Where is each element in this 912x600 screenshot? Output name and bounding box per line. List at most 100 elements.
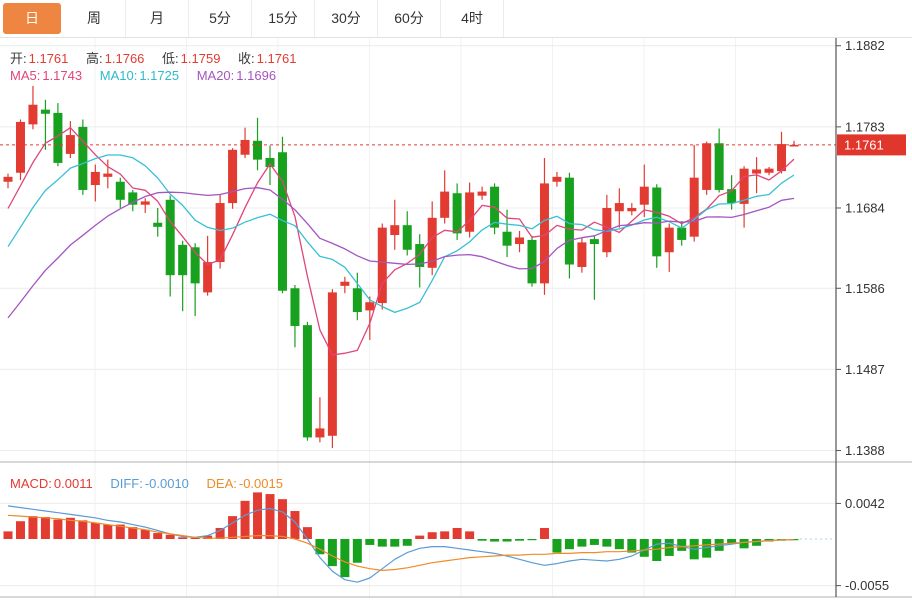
macd-bar [402,539,412,546]
low-label: 低: [162,51,179,66]
macd-bar [90,522,100,539]
macd-bar [602,539,612,547]
candle-body [3,176,13,182]
candle-body [689,177,699,237]
macd-bar [140,529,150,539]
macd-bar [577,539,587,547]
candle-body [103,173,113,177]
candle-body [53,112,63,163]
candle-body [402,225,412,250]
macd-bar [115,524,125,539]
macd-bar [178,537,188,539]
tab-month[interactable]: 月 [126,0,189,37]
macd-bar [65,517,75,539]
macd-bar [78,520,88,539]
macd-bar [677,539,687,551]
macd-bar [639,539,649,557]
candle-body [128,192,138,205]
diff-label: DIFF: [110,476,143,491]
macd-bar [465,531,475,539]
candle-body [727,189,737,204]
dea-line [7,514,794,572]
macd-bar [377,539,387,547]
price-tick-label: 1.1684 [845,200,885,215]
macd-bar [228,516,238,539]
macd-bar [527,539,537,541]
macd-bar [315,539,325,555]
candle-body [302,325,312,438]
candle-body [452,193,462,234]
tab-day[interactable]: 日 [3,3,61,34]
macd-bar [352,539,362,563]
candle-body [465,192,475,232]
price-tick-label: 1.1586 [845,281,885,296]
candle-body [40,109,50,114]
candle-body [28,104,38,125]
candle-body [78,126,88,190]
macd-bar [490,539,500,542]
candle-body [652,187,662,257]
macd-bar [40,516,50,539]
candle-body [777,144,787,172]
macd-histogram [3,492,799,578]
candle-body [677,227,687,240]
candle-body [215,203,225,263]
candle-body [552,176,562,182]
macd-bar [552,539,562,553]
tab-4hour[interactable]: 4时 [441,0,504,37]
candle-body [165,199,175,276]
macd-bar [253,492,263,539]
macd-bar [652,539,662,562]
candle-body [277,152,287,291]
candle-body [203,262,213,293]
macd-bar [327,539,337,567]
candle-body [477,191,487,196]
candle-body [639,186,649,205]
candle-body [352,288,362,313]
candle-body [153,222,163,227]
price-tick-label: 1.1882 [845,38,885,53]
current-price-badge: 1.1761 [837,134,906,156]
candle-body [440,191,450,218]
tab-60min[interactable]: 60分 [378,0,441,37]
ma10-line [7,154,795,314]
tab-5min[interactable]: 5分 [189,0,252,37]
macd-bar [539,527,549,539]
macd-bar [614,539,624,550]
macd-bar [427,532,437,539]
candle-body [265,157,275,168]
macd-bar [165,534,175,539]
macd-bar [128,527,138,539]
candle-body [789,144,799,147]
macd-tick-label: -0.0055 [845,578,889,593]
candle-body [752,169,762,174]
dea-label: DEA: [206,476,237,491]
diff-line [7,505,794,583]
ma10-label: MA10: [99,68,138,83]
macd-bar [302,527,312,539]
macd-bar [702,539,712,558]
candle-body [315,428,325,438]
candle-body [340,281,350,286]
tab-week[interactable]: 周 [63,0,126,37]
ma-legend: MA5: 1.1743 MA10: 1.1725 MA20: 1.1696 [10,68,278,83]
macd-bar [103,524,113,539]
candle-body [415,244,425,267]
macd-bar [502,539,512,542]
macd-axis: 0.0042 -0.0055 [836,496,889,593]
macd-value: 0.0011 [53,476,93,491]
macd-bar [265,494,275,539]
gridlines [0,37,836,597]
candle-body [228,149,238,204]
macd-bar [203,535,213,539]
high-label: 高: [86,51,103,66]
ma5-value: 1.1743 [42,68,83,83]
candle-body [664,227,674,253]
tab-15min[interactable]: 15分 [252,0,315,37]
tab-30min[interactable]: 30分 [315,0,378,37]
candle-body [140,201,150,205]
macd-bar [15,521,25,539]
macd-bar [390,539,400,547]
candle-body [178,244,188,276]
